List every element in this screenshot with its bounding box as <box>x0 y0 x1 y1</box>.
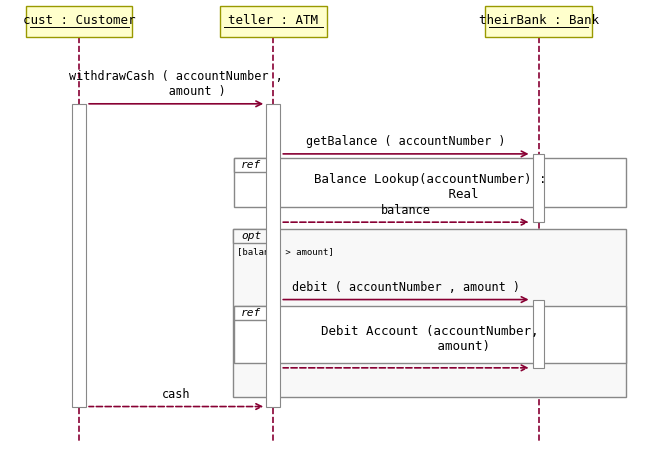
Bar <box>235 158 626 207</box>
Text: ref: ref <box>241 160 261 170</box>
Bar <box>485 6 592 37</box>
Text: cust : Customer: cust : Customer <box>23 14 135 27</box>
Bar <box>72 104 86 407</box>
Text: getBalance ( accountNumber ): getBalance ( accountNumber ) <box>306 136 506 148</box>
Bar <box>235 158 268 172</box>
Bar <box>220 6 326 37</box>
Bar <box>266 104 280 407</box>
Bar <box>233 229 270 243</box>
Text: ref: ref <box>241 308 261 318</box>
Text: theirBank : Bank: theirBank : Bank <box>478 14 599 27</box>
Bar <box>235 306 626 363</box>
Bar <box>25 6 133 37</box>
Text: debit ( accountNumber , amount ): debit ( accountNumber , amount ) <box>292 281 520 294</box>
Text: opt: opt <box>242 231 262 241</box>
Text: [balance > amount]: [balance > amount] <box>237 247 333 256</box>
Text: cash: cash <box>162 388 190 401</box>
Text: teller : ATM: teller : ATM <box>228 14 318 27</box>
Text: Balance Lookup(accountNumber) :
         Real: Balance Lookup(accountNumber) : Real <box>314 173 547 202</box>
Bar <box>235 306 268 320</box>
Text: Debit Account (accountNumber,
         amount): Debit Account (accountNumber, amount) <box>321 325 539 354</box>
Bar <box>533 300 545 368</box>
Bar <box>533 154 545 222</box>
Bar <box>233 229 626 398</box>
Text: withdrawCash ( accountNumber ,
      amount ): withdrawCash ( accountNumber , amount ) <box>70 71 283 98</box>
Text: balance: balance <box>381 204 431 217</box>
